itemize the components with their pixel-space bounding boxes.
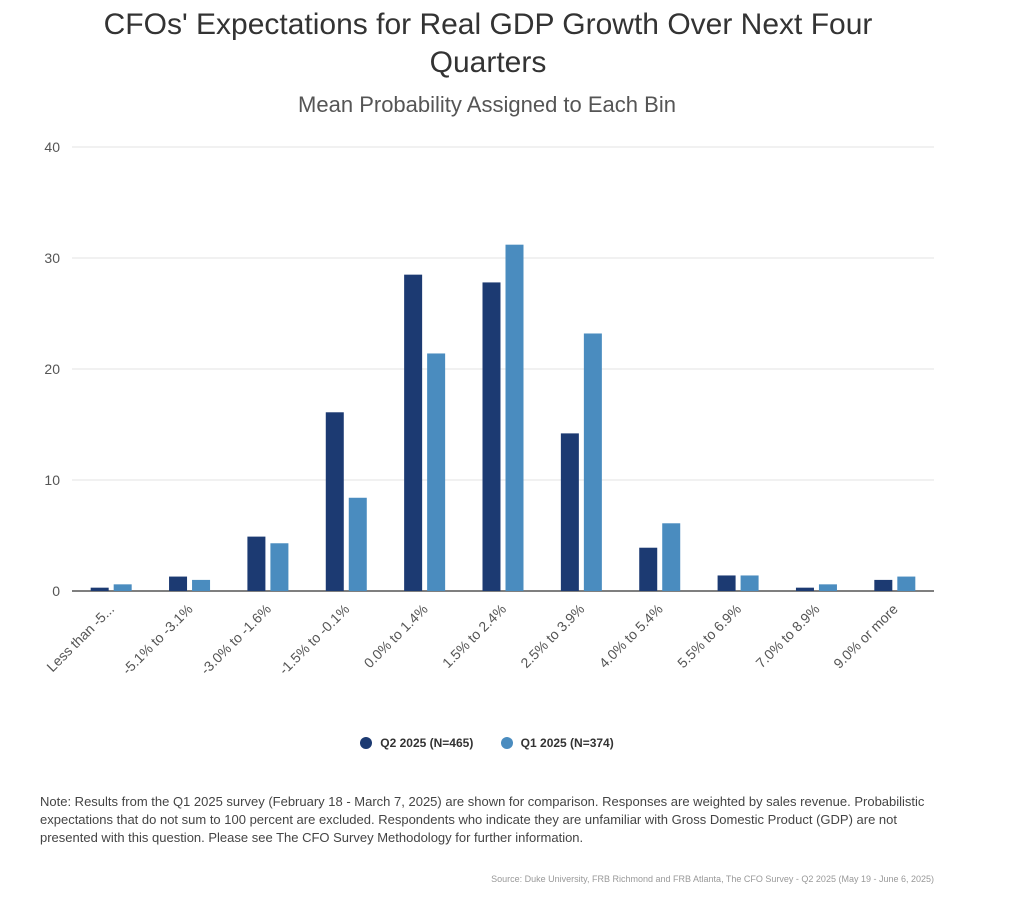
y-tick-label: 0: [52, 583, 60, 599]
bar-q1: [270, 543, 289, 591]
x-tick-label: Less than -5...: [43, 601, 117, 675]
x-tick-label: 0.0% to 1.4%: [361, 601, 431, 671]
bar-q2: [874, 579, 893, 591]
x-tick-label: -5.1% to -3.1%: [119, 601, 196, 678]
bar-q2: [247, 536, 266, 591]
bar-q1: [818, 584, 837, 591]
legend-item-q1[interactable]: Q1 2025 (N=374): [500, 736, 614, 750]
legend: Q2 2025 (N=465) Q1 2025 (N=374): [0, 736, 974, 752]
legend-marker-q1: [500, 737, 513, 749]
bar-q2: [325, 412, 344, 591]
chart-note: Note: Results from the Q1 2025 survey (F…: [40, 794, 925, 845]
bar-q2: [639, 547, 658, 591]
bar-q1: [662, 523, 681, 591]
bar-q1: [113, 584, 132, 591]
bar-q2: [795, 587, 814, 591]
chart-source: Source: Duke University, FRB Richmond an…: [491, 874, 934, 884]
legend-label-q2: Q2 2025 (N=465): [380, 736, 474, 750]
x-tick-label: 9.0% or more: [830, 601, 901, 672]
bar-q2: [560, 433, 579, 591]
y-tick-label: 40: [44, 139, 60, 155]
legend-label-q1: Q1 2025 (N=374): [520, 736, 614, 750]
bar-q2: [717, 575, 736, 591]
legend-marker-q2: [360, 737, 373, 749]
x-tick-label: 7.0% to 8.9%: [752, 601, 822, 671]
y-tick-label: 10: [44, 472, 60, 488]
bar-q1: [427, 353, 446, 591]
bar-q1: [192, 579, 211, 591]
x-tick-label: 4.0% to 5.4%: [596, 601, 666, 671]
x-tick-label: -3.0% to -1.6%: [197, 601, 274, 678]
bar-chart: 0 10 20 30 40 Less than -5... -5.1% to -3.1% -3…: [43, 139, 934, 678]
x-tick-label: 5.5% to 6.9%: [674, 601, 744, 671]
bar-q1: [740, 575, 759, 591]
bar-q2: [482, 282, 501, 591]
legend-item-q2[interactable]: Q2 2025 (N=465): [360, 736, 473, 750]
chart-title: CFOs' Expectations for Real GDP Growth O…: [103, 8, 873, 79]
x-tick-label: -1.5% to -0.1%: [276, 601, 353, 678]
y-tick-label: 20: [44, 361, 60, 377]
bar-q2: [90, 587, 109, 591]
chart-subtitle: Mean Probability Assigned to Each Bin: [298, 92, 676, 117]
x-tick-label: 1.5% to 2.4%: [439, 601, 509, 671]
y-tick-label: 30: [44, 250, 60, 266]
bar-q1: [583, 333, 602, 591]
bar-q1: [897, 576, 916, 591]
bar-q2: [169, 576, 188, 591]
bar-q1: [505, 244, 524, 591]
bar-q1: [348, 497, 367, 591]
x-tick-label: 2.5% to 3.9%: [517, 601, 587, 671]
bar-q2: [404, 274, 423, 591]
